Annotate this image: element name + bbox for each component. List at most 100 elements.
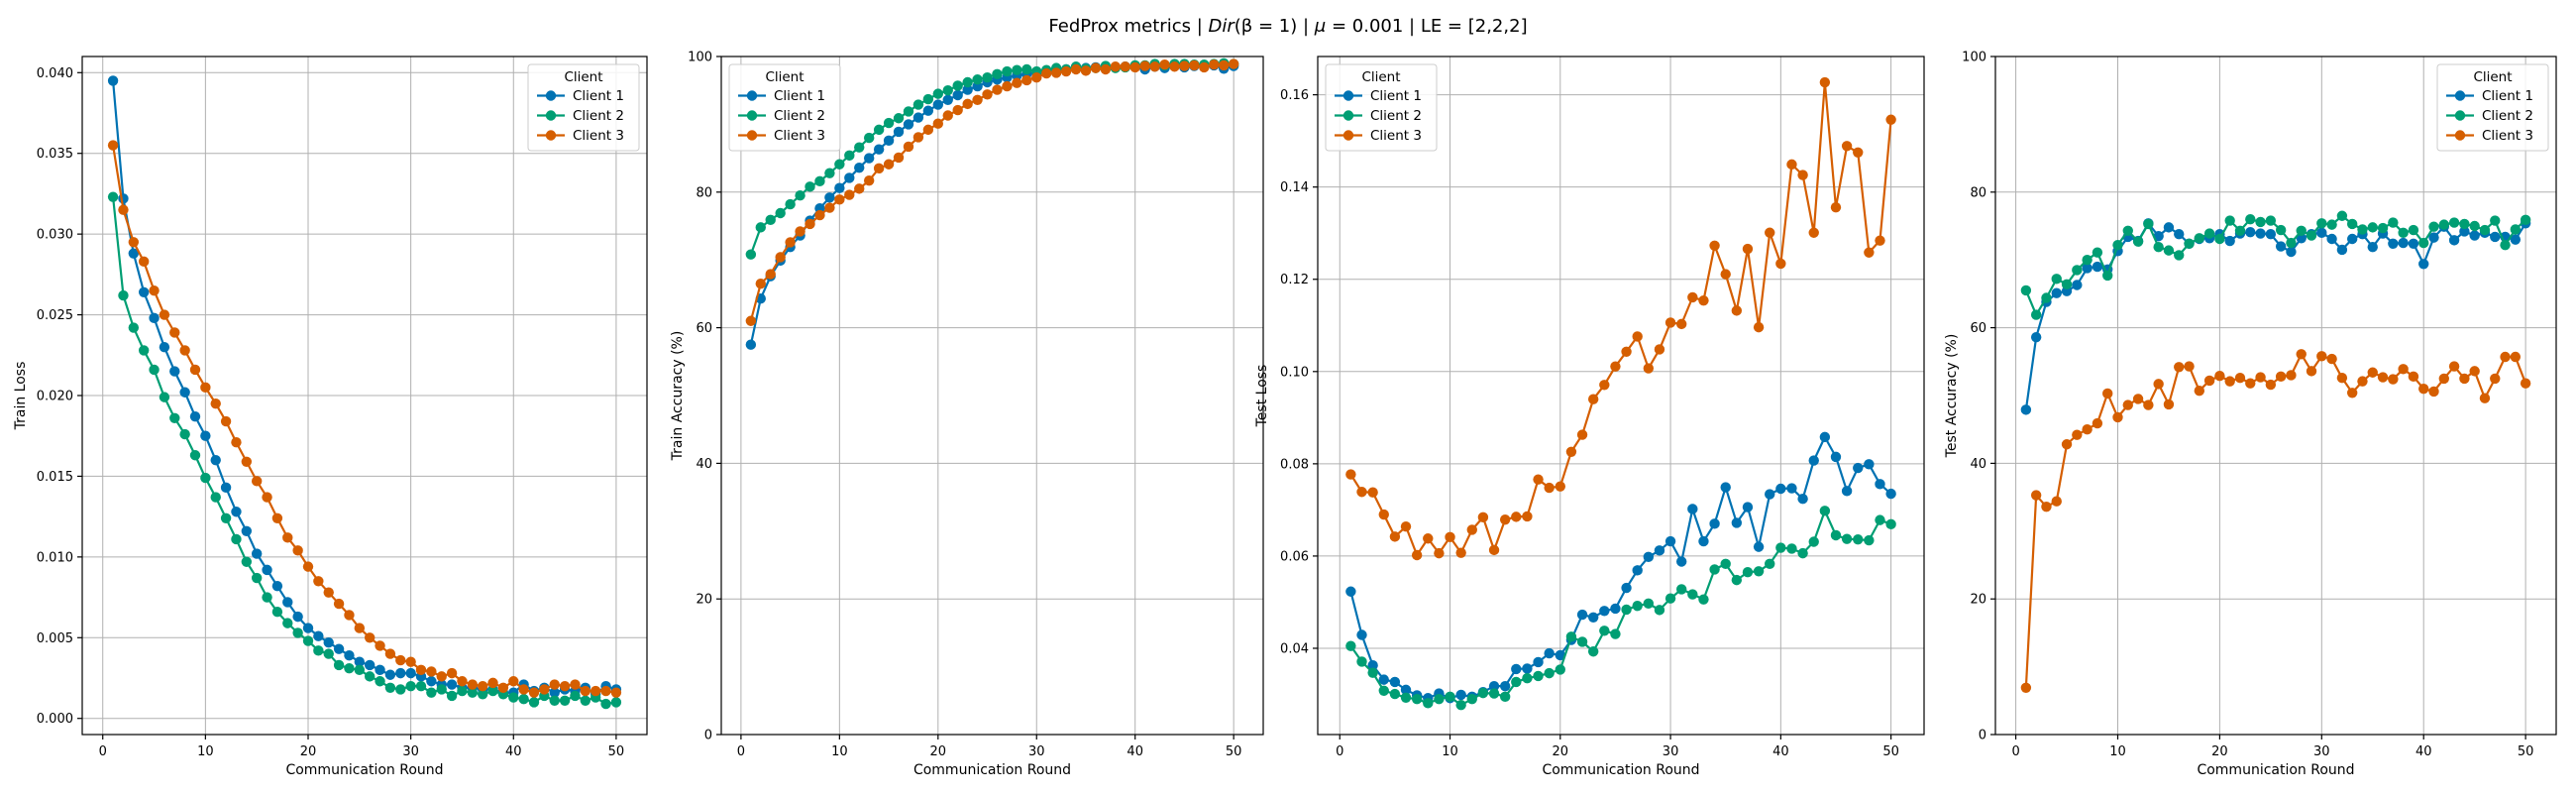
data-point-client-1 — [405, 667, 416, 679]
data-point-client-1 — [2448, 235, 2460, 246]
data-point-client-3 — [354, 623, 366, 633]
x-axis-label: Communication Round — [913, 762, 1071, 778]
data-point-client-3 — [2122, 399, 2133, 410]
data-point-client-3 — [590, 685, 601, 697]
data-point-client-2 — [2255, 216, 2266, 228]
data-point-client-1 — [1864, 459, 1875, 470]
data-point-client-3 — [2336, 373, 2348, 384]
data-point-client-1 — [1853, 462, 1864, 474]
series-line-client-1 — [111, 80, 617, 696]
data-point-client-3 — [1643, 363, 1655, 374]
data-point-client-2 — [200, 472, 211, 484]
data-point-client-1 — [2367, 242, 2378, 253]
data-point-client-3 — [2357, 376, 2368, 387]
data-point-client-3 — [2203, 375, 2215, 387]
x-tick-label: 30 — [2313, 744, 2330, 759]
data-point-client-3 — [1228, 58, 1239, 69]
data-point-client-3 — [2020, 682, 2032, 694]
data-point-client-2 — [1599, 626, 1610, 636]
data-point-client-3 — [1378, 509, 1389, 520]
data-point-client-3 — [1720, 269, 1731, 280]
data-point-client-2 — [487, 685, 498, 697]
data-point-client-3 — [1031, 72, 1042, 83]
chart-panel-4: 0 10 20 30 40 50 0 20 40 60 80 100 Communication Rou… — [1944, 51, 2557, 778]
data-point-client-3 — [2306, 366, 2317, 377]
data-point-client-3 — [992, 84, 1003, 95]
data-point-client-1 — [2286, 246, 2297, 258]
data-point-client-3 — [395, 654, 406, 666]
data-point-client-1 — [932, 99, 943, 110]
data-point-client-2 — [405, 680, 416, 692]
data-point-client-2 — [893, 113, 905, 124]
data-point-client-3 — [2438, 373, 2449, 385]
data-point-client-3 — [1070, 63, 1082, 75]
y-tick-label: 0.030 — [37, 228, 73, 243]
data-point-client-3 — [1742, 243, 1754, 255]
data-point-client-1 — [1786, 483, 1797, 494]
data-point-client-3 — [2143, 399, 2154, 410]
data-point-client-1 — [375, 664, 385, 676]
data-point-client-3 — [1050, 67, 1062, 78]
data-point-client-2 — [107, 191, 119, 202]
data-point-client-1 — [745, 339, 757, 350]
data-point-client-3 — [1533, 474, 1544, 485]
data-point-client-2 — [1709, 564, 1720, 575]
data-point-client-2 — [2306, 230, 2317, 241]
data-point-client-3 — [932, 118, 943, 129]
legend-entry-client-1: Client 1 — [1370, 88, 1422, 104]
y-tick-label: 0.08 — [1280, 457, 1309, 472]
chart-panel-1: 0 10 20 30 40 50 0.000 0.005 0.010 0.015 0.020 0.02… — [13, 56, 648, 778]
data-point-client-2 — [2224, 215, 2235, 226]
y-tick-label: 100 — [688, 51, 712, 65]
data-point-client-3 — [1080, 65, 1092, 76]
data-point-client-2 — [1356, 656, 1367, 667]
data-point-client-1 — [1610, 603, 1621, 615]
data-point-client-2 — [1753, 566, 1765, 577]
data-point-client-2 — [1544, 667, 1555, 679]
data-point-client-2 — [138, 345, 150, 356]
data-point-client-3 — [1610, 361, 1621, 372]
data-point-client-2 — [1698, 594, 1709, 605]
data-point-client-1 — [1356, 629, 1367, 640]
legend: Client Client 1 Client 2 Client 3 — [1325, 63, 1438, 152]
data-point-client-3 — [220, 415, 232, 427]
data-point-client-3 — [364, 632, 376, 643]
data-point-client-1 — [1522, 663, 1533, 674]
data-point-client-2 — [2275, 224, 2287, 236]
data-point-client-3 — [1149, 61, 1160, 72]
data-point-client-2 — [2438, 219, 2449, 230]
data-point-client-2 — [2102, 270, 2113, 282]
data-point-client-3 — [834, 194, 845, 205]
legend: Client Client 1 Client 2 Client 3 — [527, 63, 640, 152]
data-point-client-3 — [1576, 429, 1588, 440]
data-point-client-2 — [775, 207, 786, 219]
data-point-client-2 — [2153, 242, 2164, 253]
legend-entry-client-2: Client 2 — [573, 108, 624, 124]
data-point-client-3 — [2490, 373, 2501, 385]
data-point-client-3 — [179, 345, 190, 356]
data-point-client-2 — [824, 168, 835, 178]
y-tick-label: 0.16 — [1280, 88, 1309, 103]
data-point-client-1 — [1643, 551, 1655, 563]
data-point-client-3 — [282, 532, 293, 543]
data-point-client-2 — [912, 99, 924, 110]
data-point-client-2 — [179, 428, 190, 440]
chart-panels: 0 10 20 30 40 50 0.000 0.005 0.010 0.015 0.020 0.02… — [13, 51, 2557, 778]
x-tick-label: 10 — [2109, 744, 2126, 759]
data-point-client-2 — [220, 512, 232, 523]
data-point-client-1 — [149, 312, 160, 324]
data-point-client-2 — [292, 627, 303, 638]
data-point-client-1 — [1742, 502, 1754, 512]
data-point-client-1 — [1775, 483, 1786, 495]
data-point-client-1 — [1720, 482, 1731, 493]
data-point-client-1 — [1676, 556, 1687, 567]
data-point-client-3 — [1841, 141, 1853, 152]
data-point-client-3 — [1189, 59, 1200, 71]
data-point-client-2 — [992, 68, 1003, 79]
data-point-client-1 — [1654, 545, 1665, 556]
data-point-client-1 — [2245, 226, 2256, 238]
data-point-client-1 — [1533, 656, 1544, 668]
y-tick-label: 20 — [696, 593, 712, 608]
data-point-client-1 — [118, 193, 129, 204]
data-point-client-3 — [1765, 227, 1775, 238]
